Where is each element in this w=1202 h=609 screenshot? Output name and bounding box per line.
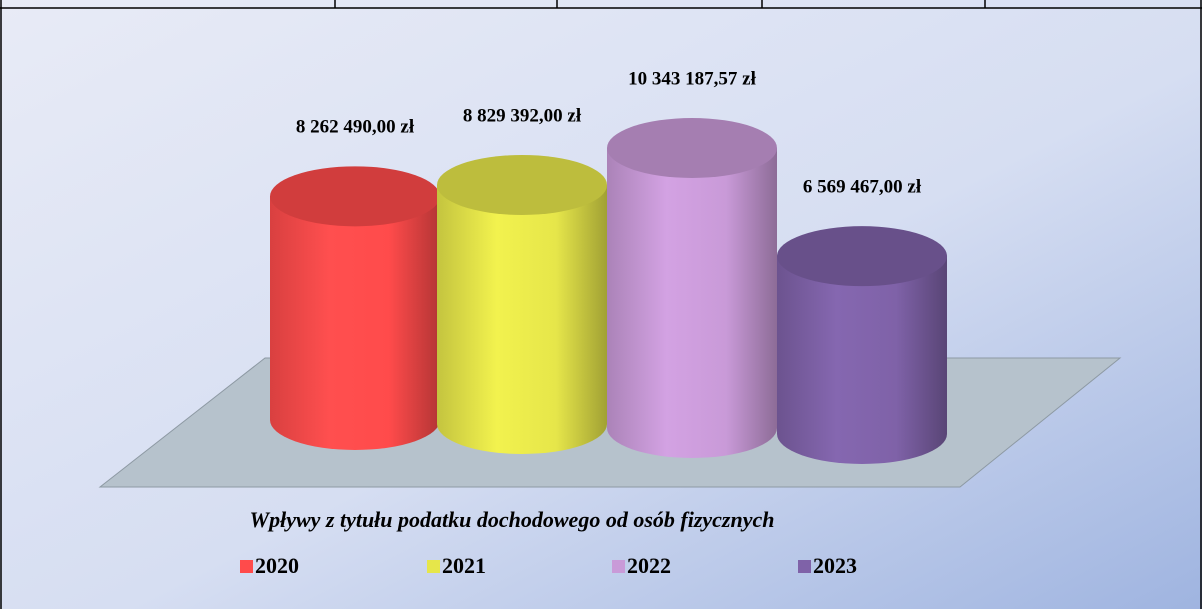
bar-top [607,118,777,178]
legend-swatch [240,560,253,573]
legend-label: 2022 [627,553,671,578]
bar-top [437,154,607,215]
bar [777,256,947,464]
data-label: 10 343 187,57 zł [628,68,756,89]
bar-top [270,166,440,227]
legend-swatch [798,560,811,573]
legend-label: 2023 [813,553,857,578]
data-label: 8 262 490,00 zł [296,117,415,138]
legend-label: 2020 [255,553,299,578]
data-label: 6 569 467,00 zł [803,177,922,198]
bar [607,148,777,458]
data-label: 8 829 392,00 zł [463,105,582,126]
bar-top [777,226,947,287]
bar [437,184,607,454]
chart-title: Wpływy z tytułu podatku dochodowego od o… [250,507,775,532]
legend-label: 2021 [442,553,486,578]
legend-swatch [427,560,440,573]
bar [270,196,440,450]
legend-swatch [612,560,625,573]
